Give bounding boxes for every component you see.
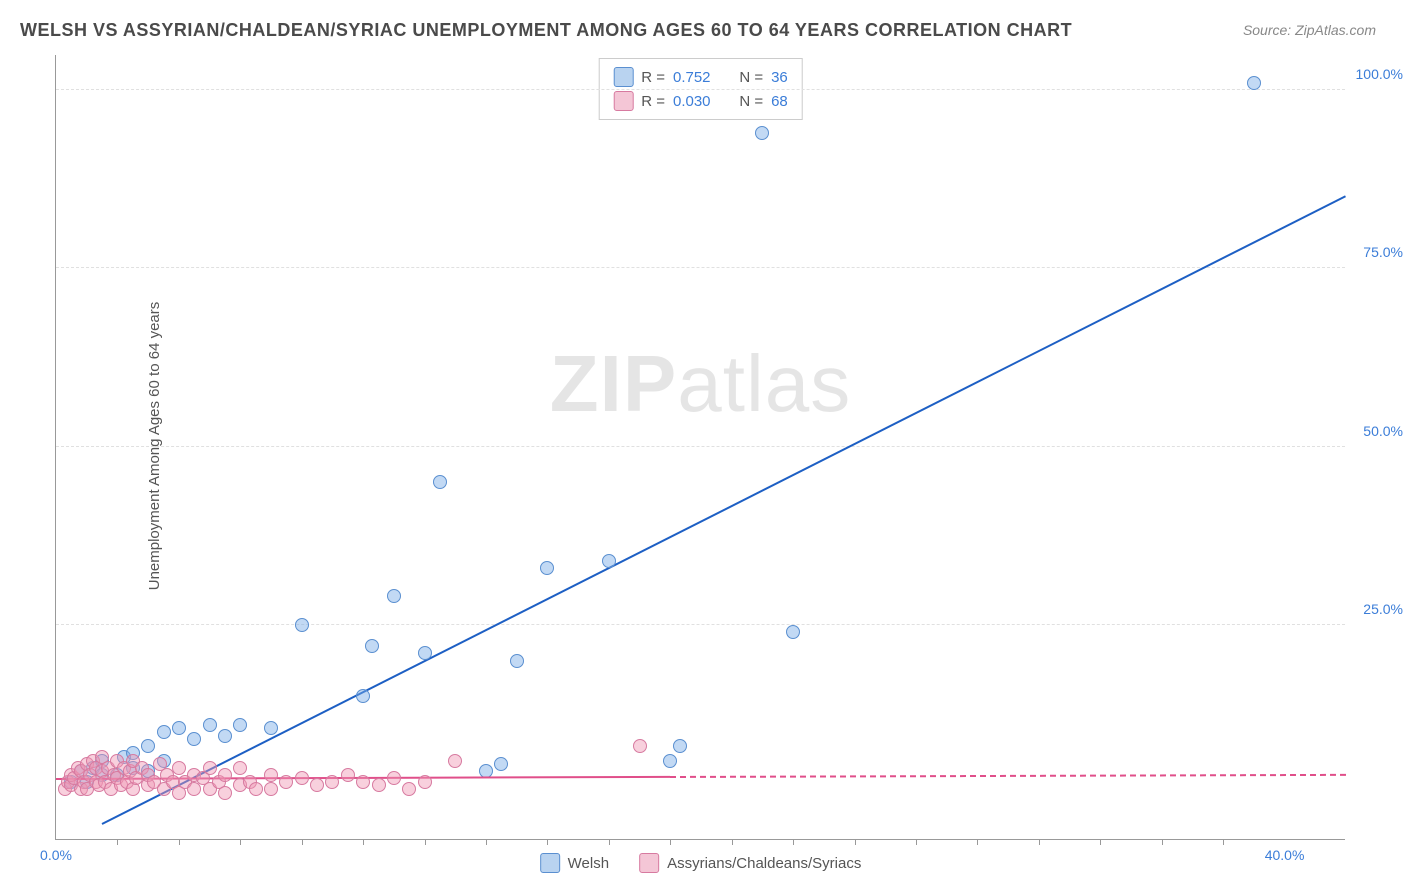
x-tick-label: 40.0% bbox=[1265, 847, 1305, 863]
x-tick-minor bbox=[732, 839, 733, 845]
data-point bbox=[786, 625, 800, 639]
data-point bbox=[372, 778, 386, 792]
y-tick-label: 75.0% bbox=[1351, 244, 1403, 260]
data-point bbox=[1247, 76, 1261, 90]
x-tick-minor bbox=[425, 839, 426, 845]
legend-n-label: N = bbox=[731, 93, 763, 110]
y-tick-label: 100.0% bbox=[1351, 66, 1403, 82]
x-tick-minor bbox=[609, 839, 610, 845]
data-point bbox=[264, 768, 278, 782]
chart-title: WELSH VS ASSYRIAN/CHALDEAN/SYRIAC UNEMPL… bbox=[20, 20, 1072, 41]
legend-swatch bbox=[639, 853, 659, 873]
legend-swatch bbox=[540, 853, 560, 873]
x-tick-minor bbox=[547, 839, 548, 845]
legend-row: R = 0.030 N = 68 bbox=[613, 89, 788, 113]
legend-r-label: R = bbox=[641, 69, 665, 86]
gridline-h bbox=[56, 624, 1345, 625]
data-point bbox=[510, 654, 524, 668]
data-point bbox=[264, 782, 278, 796]
x-tick-minor bbox=[977, 839, 978, 845]
gridline-h bbox=[56, 446, 1345, 447]
legend-swatch bbox=[613, 67, 633, 87]
trend-line-dashed bbox=[670, 774, 1346, 778]
data-point bbox=[602, 554, 616, 568]
data-point bbox=[356, 775, 370, 789]
legend-label: Welsh bbox=[568, 855, 609, 872]
data-point bbox=[341, 768, 355, 782]
data-point bbox=[418, 775, 432, 789]
source-label: Source: ZipAtlas.com bbox=[1243, 22, 1376, 38]
x-tick-minor bbox=[179, 839, 180, 845]
chart-plot-area: ZIPatlas R =0.752 N =36R =0.030 N =68 We… bbox=[55, 55, 1345, 840]
data-point bbox=[187, 732, 201, 746]
data-point bbox=[325, 775, 339, 789]
legend-row: R = 0.752 N = 36 bbox=[613, 65, 788, 89]
watermark: ZIPatlas bbox=[550, 338, 851, 430]
x-tick-minor bbox=[363, 839, 364, 845]
data-point bbox=[418, 646, 432, 660]
data-point bbox=[233, 761, 247, 775]
y-tick-label: 50.0% bbox=[1351, 423, 1403, 439]
legend-n-label: N = bbox=[731, 69, 763, 86]
legend-item: Assyrians/Chaldeans/Syriacs bbox=[639, 853, 861, 873]
legend-r-value: 0.030 bbox=[673, 93, 723, 110]
data-point bbox=[141, 739, 155, 753]
data-point bbox=[673, 739, 687, 753]
data-point bbox=[218, 729, 232, 743]
data-point bbox=[203, 718, 217, 732]
data-point bbox=[203, 761, 217, 775]
x-tick-minor bbox=[302, 839, 303, 845]
data-point bbox=[365, 639, 379, 653]
data-point bbox=[295, 618, 309, 632]
x-tick-minor bbox=[1162, 839, 1163, 845]
data-point bbox=[172, 721, 186, 735]
x-tick-minor bbox=[855, 839, 856, 845]
data-point bbox=[755, 126, 769, 140]
data-point bbox=[249, 782, 263, 796]
data-point bbox=[494, 757, 508, 771]
x-tick-minor bbox=[916, 839, 917, 845]
data-point bbox=[218, 768, 232, 782]
x-tick-minor bbox=[793, 839, 794, 845]
gridline-h bbox=[56, 267, 1345, 268]
data-point bbox=[540, 561, 554, 575]
legend-r-label: R = bbox=[641, 93, 665, 110]
data-point bbox=[279, 775, 293, 789]
y-tick-label: 25.0% bbox=[1351, 601, 1403, 617]
legend-swatch bbox=[613, 91, 633, 111]
gridline-h bbox=[56, 89, 1345, 90]
x-tick-minor bbox=[117, 839, 118, 845]
data-point bbox=[310, 778, 324, 792]
data-point bbox=[402, 782, 416, 796]
legend-n-value: 36 bbox=[771, 69, 788, 86]
data-point bbox=[448, 754, 462, 768]
x-tick-minor bbox=[240, 839, 241, 845]
data-point bbox=[663, 754, 677, 768]
trend-line bbox=[102, 195, 1347, 825]
x-tick-minor bbox=[670, 839, 671, 845]
data-point bbox=[356, 689, 370, 703]
x-tick-minor bbox=[486, 839, 487, 845]
x-tick-minor bbox=[1223, 839, 1224, 845]
data-point bbox=[633, 739, 647, 753]
data-point bbox=[264, 721, 278, 735]
data-point bbox=[172, 761, 186, 775]
x-tick-label: 0.0% bbox=[40, 847, 72, 863]
x-tick-minor bbox=[1039, 839, 1040, 845]
legend-item: Welsh bbox=[540, 853, 609, 873]
legend-series: Welsh Assyrians/Chaldeans/Syriacs bbox=[540, 853, 862, 873]
x-tick-minor bbox=[1100, 839, 1101, 845]
data-point bbox=[218, 786, 232, 800]
data-point bbox=[157, 725, 171, 739]
legend-label: Assyrians/Chaldeans/Syriacs bbox=[667, 855, 861, 872]
legend-r-value: 0.752 bbox=[673, 69, 723, 86]
data-point bbox=[295, 771, 309, 785]
data-point bbox=[233, 718, 247, 732]
data-point bbox=[387, 771, 401, 785]
legend-n-value: 68 bbox=[771, 93, 788, 110]
data-point bbox=[387, 589, 401, 603]
data-point bbox=[433, 475, 447, 489]
